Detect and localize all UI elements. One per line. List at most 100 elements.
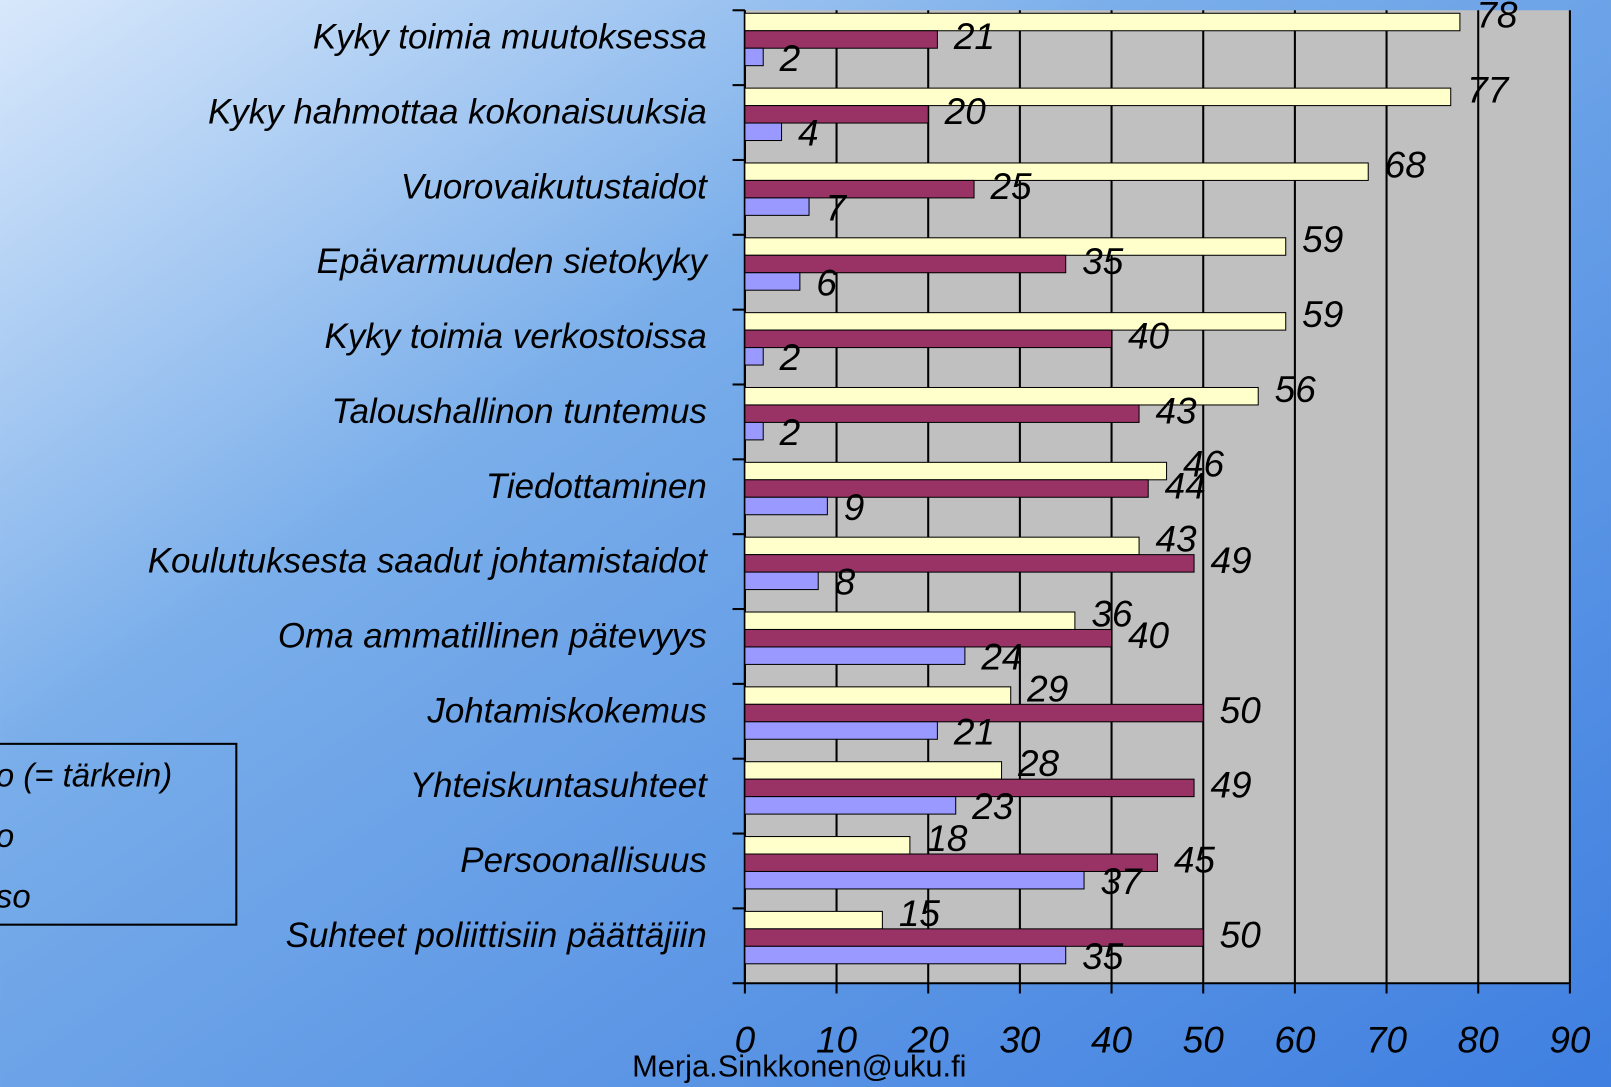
bar [744, 197, 810, 216]
bar [744, 30, 938, 49]
value-label: 77 [1467, 70, 1510, 111]
value-label: 24 [980, 637, 1022, 678]
value-label: 6 [816, 262, 837, 303]
value-label: 28 [1017, 743, 1060, 784]
x-tick-label: 90 [1549, 1020, 1591, 1061]
value-label: 36 [1091, 593, 1133, 634]
legend-label: o [0, 817, 14, 854]
x-tick-label: 30 [999, 1020, 1041, 1061]
bar [744, 761, 1003, 780]
value-label: 21 [953, 16, 995, 57]
bar [744, 536, 1140, 556]
y-tick-label: Kyky hahmottaa kokonaisuuksia [208, 93, 707, 132]
bar [744, 721, 938, 740]
bar [744, 611, 1076, 631]
value-label: 35 [1082, 241, 1124, 282]
bar [744, 945, 1067, 965]
bar [744, 421, 764, 441]
y-tick-label: Koulutuksesta saadut johtamistaidot [148, 542, 708, 581]
value-label: 15 [899, 893, 941, 934]
value-label: 49 [1210, 540, 1251, 581]
value-label: 43 [1155, 519, 1197, 560]
legend-label: so [0, 878, 31, 915]
value-label: 56 [1275, 369, 1317, 410]
bar [744, 703, 1204, 723]
value-label: 37 [1100, 861, 1143, 902]
value-label: 35 [1082, 936, 1124, 977]
value-label: 43 [1155, 390, 1197, 431]
x-tick-label: 80 [1458, 1020, 1500, 1061]
value-label: 44 [1165, 465, 1206, 506]
bar [744, 836, 911, 855]
bar [744, 87, 1452, 107]
value-label: 50 [1220, 914, 1262, 955]
bar [744, 312, 1287, 331]
bar [744, 12, 1461, 32]
bar [744, 928, 1204, 947]
value-label: 9 [844, 487, 865, 528]
bar [744, 461, 1168, 481]
value-label: 29 [1026, 668, 1068, 709]
bar [744, 686, 1012, 705]
x-tick-label: 50 [1183, 1020, 1225, 1061]
bar [744, 105, 929, 124]
y-tick-label: Epävarmuuden sietokyky [317, 242, 710, 281]
value-label: 20 [944, 91, 987, 132]
bar [744, 237, 1287, 256]
value-label: 2 [779, 412, 801, 453]
value-label: 59 [1302, 219, 1343, 260]
bar [744, 254, 1067, 274]
bar [744, 179, 975, 199]
x-tick-label: 40 [1091, 1020, 1133, 1061]
value-label: 2 [779, 337, 801, 378]
bar [744, 853, 1158, 872]
bar [744, 496, 828, 516]
bar [744, 554, 1195, 573]
value-label: 49 [1210, 765, 1251, 806]
x-tick-label: 70 [1366, 1020, 1408, 1061]
bar [744, 571, 819, 591]
bar [744, 628, 1113, 648]
value-label: 4 [798, 113, 819, 154]
bar [744, 646, 966, 665]
footer: Merja.Sinkkonen@uku.fi [632, 1049, 966, 1084]
bar [744, 796, 957, 815]
y-tick-label: Persoonallisuus [460, 841, 707, 880]
y-tick-label: Vuorovaikutustaidot [401, 167, 708, 206]
value-label: 40 [1128, 316, 1170, 357]
value-label: 59 [1302, 294, 1343, 335]
value-label: 46 [1183, 444, 1225, 485]
bar [744, 329, 1113, 349]
bar [744, 778, 1195, 798]
x-tick-label: 60 [1274, 1020, 1316, 1061]
x-tick-label: 10 [816, 1020, 858, 1061]
bar [744, 347, 764, 366]
value-label: 8 [835, 562, 856, 603]
bar [744, 404, 1140, 423]
value-label: 68 [1385, 144, 1427, 185]
y-tick-label: Suhteet poliittisiin päättäjiin [286, 916, 707, 955]
y-tick-label: Taloushallinon tuntemus [332, 392, 707, 431]
legend-label: o (= tärkein) [0, 756, 172, 793]
value-label: 21 [953, 711, 995, 752]
value-label: 18 [926, 818, 968, 859]
y-tick-label: Tiedottaminen [486, 467, 707, 506]
value-label: 2 [779, 38, 801, 79]
y-tick-label: Kyky toimia verkostoissa [325, 317, 707, 356]
y-tick-label: Kyky toimia muutoksessa [313, 18, 707, 57]
value-label: 40 [1128, 615, 1170, 656]
value-label: 78 [1476, 0, 1518, 36]
bar [744, 910, 883, 930]
x-tick-label: 0 [735, 1020, 756, 1061]
y-tick-label: Yhteiskuntasuhteet [410, 766, 708, 805]
bar [744, 47, 764, 67]
bar [744, 272, 801, 291]
x-tick-label: 20 [907, 1020, 950, 1061]
bar [744, 870, 1085, 890]
bar [744, 122, 783, 142]
y-tick-label: Oma ammatillinen pätevyys [278, 616, 707, 655]
legend-box [0, 742, 238, 926]
value-label: 50 [1220, 690, 1262, 731]
value-label: 23 [971, 786, 1014, 827]
